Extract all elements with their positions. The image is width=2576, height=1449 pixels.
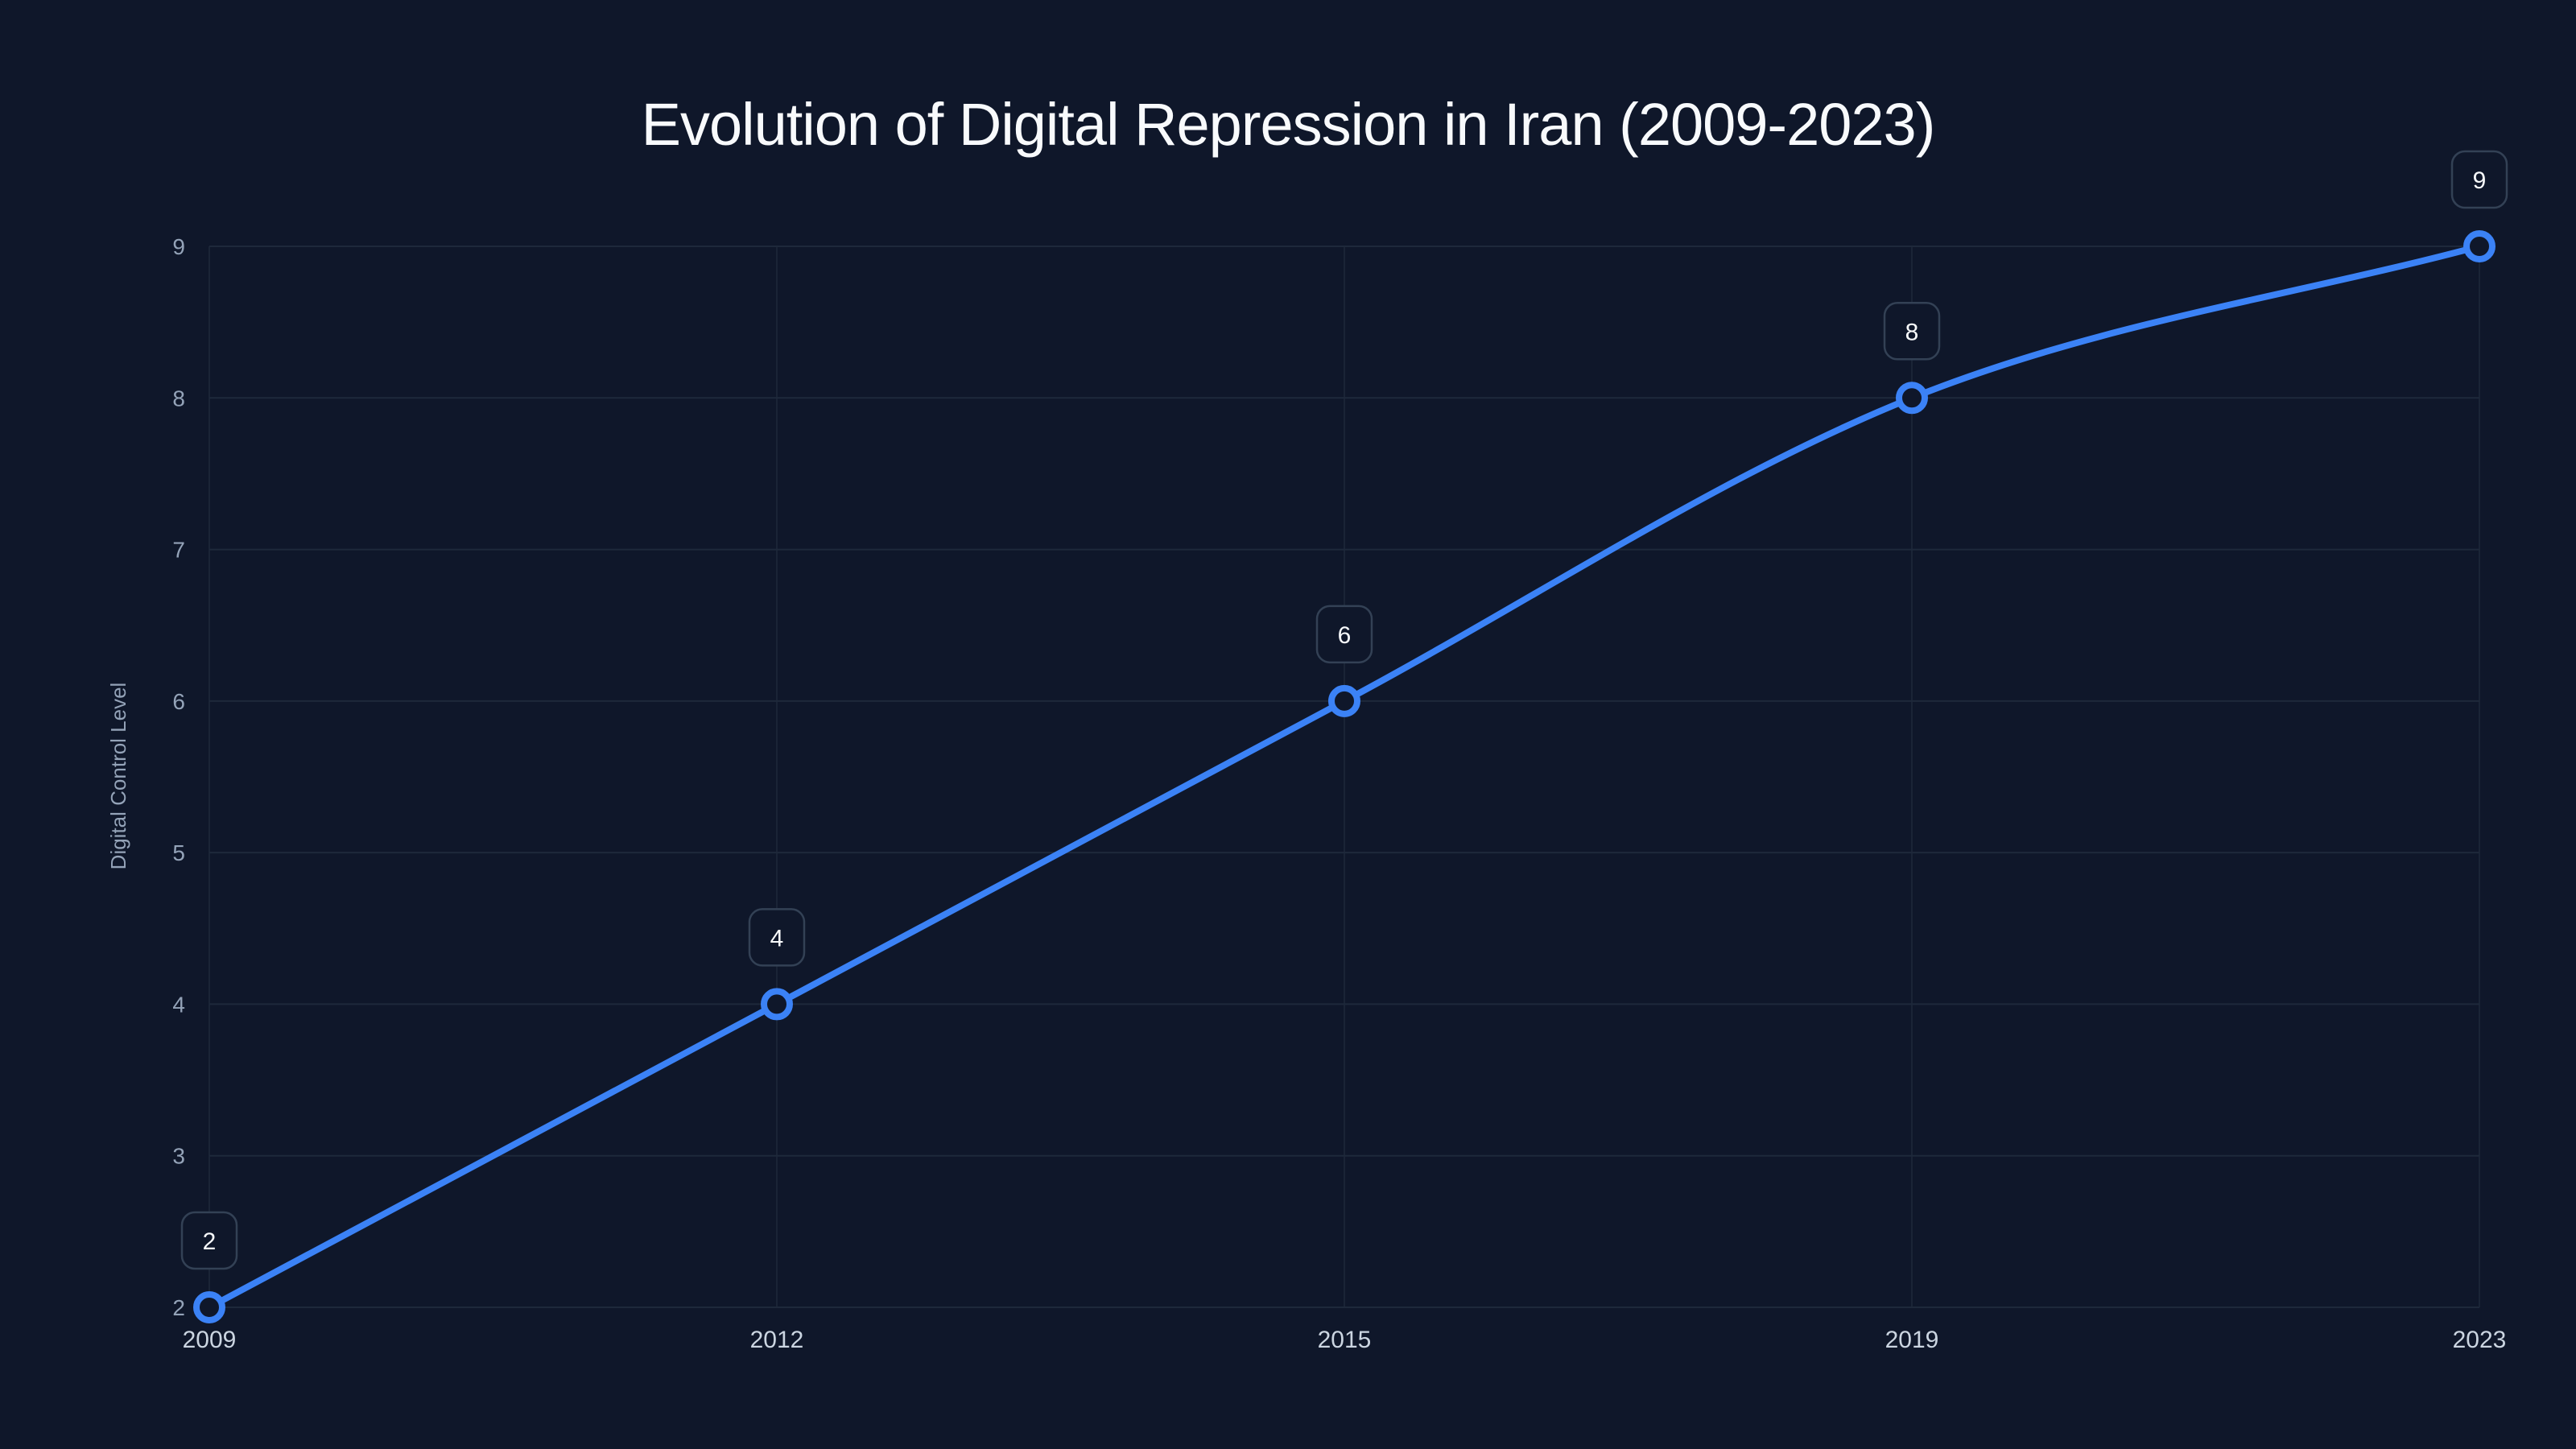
- y-axis-label: Digital Control Level: [106, 683, 130, 870]
- data-label: 2: [180, 1211, 238, 1270]
- y-tick-label: 3: [172, 1144, 185, 1169]
- data-label-box: [1315, 605, 1373, 664]
- y-tick-label: 8: [172, 386, 185, 411]
- x-tick-label: 2023: [2453, 1327, 2507, 1353]
- y-tick-label: 6: [172, 689, 185, 714]
- data-point-marker[interactable]: [2463, 230, 2496, 262]
- data-label-box: [180, 1211, 238, 1270]
- y-axis-ticks: 2 3 4 5 6 7 8 9: [172, 234, 185, 1320]
- y-tick-label: 5: [172, 840, 185, 865]
- chart-title: Evolution of Digital Repression in Iran …: [641, 91, 1936, 158]
- data-label: 6: [1315, 605, 1373, 664]
- data-labels: 2 4 6 8 9: [180, 150, 2508, 1270]
- data-points: [193, 230, 2496, 1323]
- data-label-value: 6: [1338, 622, 1352, 649]
- x-tick-label: 2015: [1318, 1327, 1372, 1353]
- data-label-box: [748, 908, 806, 967]
- data-label-box: [1883, 302, 1941, 361]
- data-label-value: 8: [1905, 319, 1919, 345]
- x-tick-label: 2019: [1885, 1327, 1939, 1353]
- data-label: 8: [1883, 302, 1941, 361]
- y-tick-label: 4: [172, 992, 185, 1017]
- data-label-value: 9: [2473, 167, 2487, 194]
- x-tick-label: 2012: [750, 1327, 804, 1353]
- x-tick-label: 2009: [183, 1327, 237, 1353]
- data-point-marker[interactable]: [1896, 382, 1928, 415]
- y-tick-label: 7: [172, 538, 185, 563]
- y-tick-label: 2: [172, 1295, 185, 1320]
- x-axis-ticks: 2009 2012 2015 2019 2023: [183, 1327, 2507, 1353]
- data-point-marker[interactable]: [193, 1291, 225, 1323]
- data-label: 4: [748, 908, 806, 967]
- y-tick-label: 9: [172, 234, 185, 259]
- grid-lines: [208, 246, 2480, 1308]
- data-label-box: [2450, 150, 2508, 209]
- data-label-value: 4: [770, 925, 784, 952]
- data-label-value: 2: [203, 1228, 217, 1255]
- data-point-marker[interactable]: [761, 988, 793, 1021]
- data-label: 9: [2450, 150, 2508, 209]
- data-point-marker[interactable]: [1328, 684, 1360, 717]
